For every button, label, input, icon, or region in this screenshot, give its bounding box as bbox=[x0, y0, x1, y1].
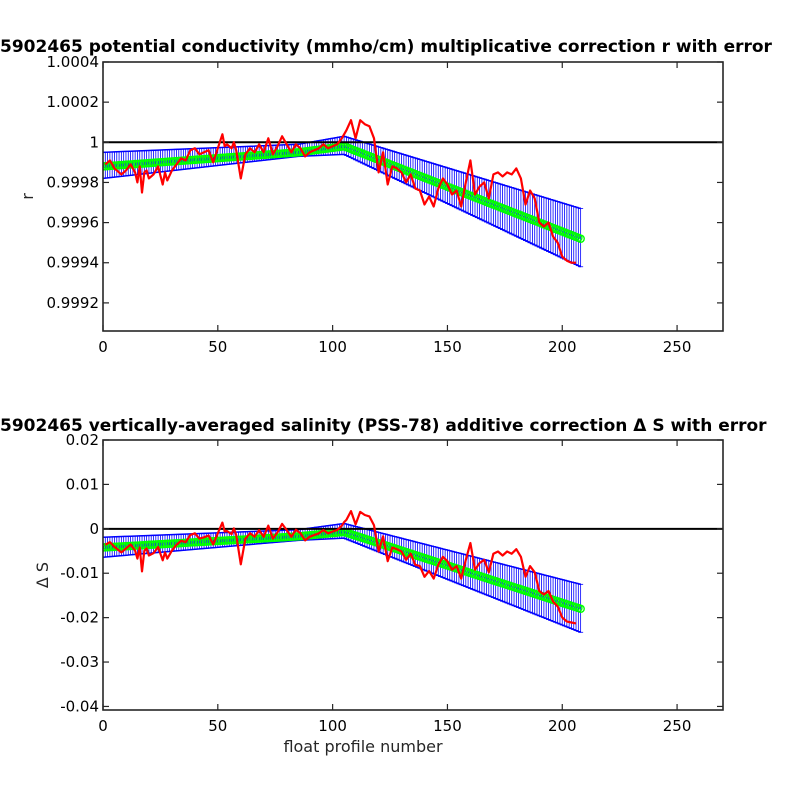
y-tick-label: 1.0002 bbox=[47, 93, 100, 111]
x-tick-label: 0 bbox=[98, 717, 108, 735]
upper-panel: 0 50 100 150 200 250 0.9992 0.9994 0.9996 0.9998 1… bbox=[0, 37, 773, 356]
y-axis-label: r bbox=[18, 193, 37, 200]
error-lower-line bbox=[103, 153, 581, 268]
y-tick-label: 0.9998 bbox=[47, 173, 100, 191]
x-tick-label: 250 bbox=[663, 338, 692, 356]
lower-panel: 0 50 100 150 200 250 -0.04 -0.03 -0.02 -0.01 0 0.01… bbox=[0, 416, 767, 756]
y-tick-label: -0.02 bbox=[60, 609, 99, 627]
error-upper-line bbox=[103, 135, 581, 210]
y-axis-label: Δ S bbox=[33, 562, 52, 588]
y-tick-label: 0 bbox=[89, 520, 99, 538]
raw-series-line bbox=[104, 119, 576, 264]
x-tick-label: 100 bbox=[318, 338, 347, 356]
axes-box bbox=[102, 61, 724, 332]
chart-title: 5902465 potential conductivity (mmho/cm)… bbox=[0, 37, 773, 57]
chart-title: 5902465 vertically-averaged salinity (PS… bbox=[0, 416, 767, 436]
x-axis-label: float profile number bbox=[283, 737, 443, 756]
axes-box bbox=[102, 439, 724, 711]
x-tick-label: 250 bbox=[663, 717, 692, 735]
x-tick-label: 100 bbox=[318, 717, 347, 735]
fit-point bbox=[576, 234, 585, 243]
y-tick-label: 0.01 bbox=[66, 475, 99, 493]
y-tick-label: 0.9996 bbox=[47, 214, 100, 232]
error-upper-line bbox=[103, 522, 581, 586]
x-tick-label: 50 bbox=[208, 717, 227, 735]
x-tick-label: 50 bbox=[208, 338, 227, 356]
x-tick-label: 150 bbox=[433, 717, 462, 735]
y-tick-label: 1 bbox=[89, 133, 99, 151]
error-lower-line bbox=[103, 537, 581, 633]
y-tick-label: -0.03 bbox=[60, 653, 99, 671]
y-tick-label: 0.02 bbox=[66, 431, 99, 449]
y-tick-label: 1.0004 bbox=[47, 53, 100, 71]
y-tick-label: -0.04 bbox=[60, 697, 99, 715]
y-tick-label: 0.9992 bbox=[47, 294, 100, 312]
x-tick-label: 200 bbox=[548, 717, 577, 735]
y-tick-label: -0.01 bbox=[60, 564, 99, 582]
x-tick-label: 0 bbox=[98, 338, 108, 356]
x-tick-label: 200 bbox=[548, 338, 577, 356]
x-tick-label: 150 bbox=[433, 338, 462, 356]
error-bars bbox=[103, 135, 584, 268]
raw-series-line bbox=[104, 510, 577, 625]
plot-area bbox=[103, 510, 723, 633]
plot-area bbox=[103, 119, 723, 268]
fit-point bbox=[576, 604, 585, 614]
y-tick-label: 0.9994 bbox=[47, 254, 100, 272]
